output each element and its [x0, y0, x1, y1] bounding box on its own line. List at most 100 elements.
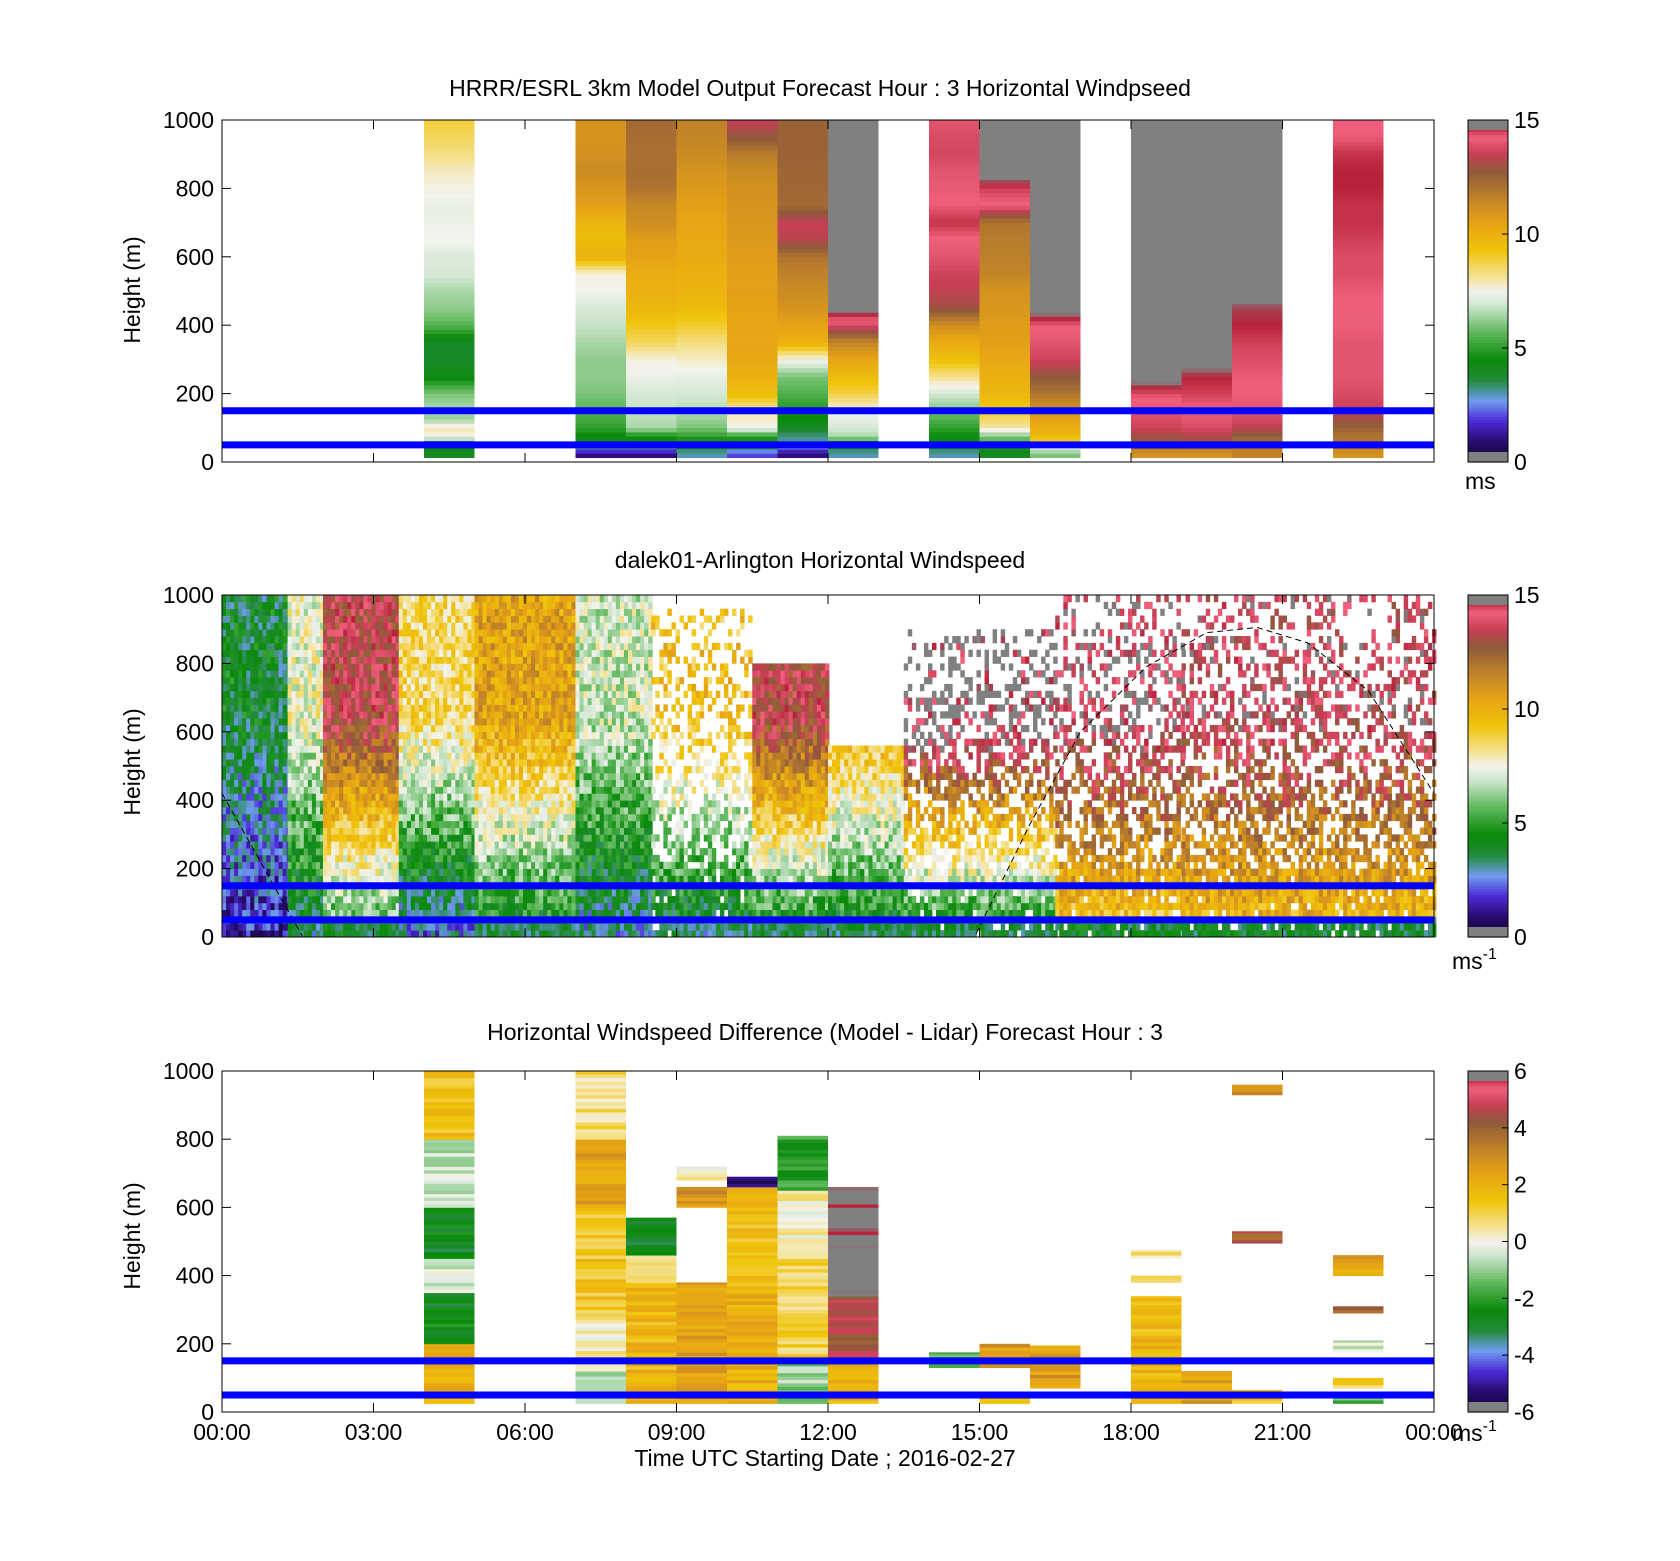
- lidar-cell: [282, 827, 288, 835]
- colorbar-swatch: [1468, 239, 1508, 244]
- model-cell: [1131, 136, 1182, 142]
- lidar-cell: [258, 807, 263, 815]
- lidar-cell: [359, 902, 364, 911]
- lidar-cell: [254, 909, 259, 917]
- model-cell: [1181, 188, 1232, 194]
- lidar-cell: [351, 854, 356, 863]
- model-cell: [626, 149, 677, 155]
- lidar-cell: [498, 779, 504, 787]
- lidar-cell: [303, 854, 309, 863]
- lidar-cell: [391, 827, 397, 835]
- lidar-cell: [323, 608, 328, 616]
- lidar-cell: [226, 622, 231, 630]
- lidar-cell: [514, 930, 520, 938]
- lidar-cell: [427, 677, 432, 685]
- lidar-cell: [387, 889, 393, 897]
- lidar-cell: [363, 848, 368, 856]
- lidar-cell: [383, 909, 389, 917]
- lidar-cell: [278, 718, 283, 726]
- lidar-cell: [506, 854, 512, 863]
- lidar-cell: [246, 889, 251, 897]
- lidar-cell: [246, 820, 251, 828]
- colorbar-swatch: [1468, 168, 1508, 172]
- lidar-cell: [422, 690, 428, 698]
- lidar-cell: [375, 656, 380, 664]
- lidar-cell: [478, 861, 483, 869]
- model-cell: [1333, 124, 1384, 129]
- model-cell: [1030, 350, 1081, 356]
- lidar-cell: [502, 766, 508, 774]
- lidar-cell: [343, 772, 348, 781]
- lidar-cell: [258, 902, 263, 911]
- model-cell: [1131, 419, 1182, 424]
- colorbar-swatch: [1468, 305, 1508, 309]
- lidar-cell: [418, 895, 424, 904]
- model-cell: [1131, 222, 1182, 228]
- lidar-cell: [375, 827, 380, 835]
- lidar-cell: [506, 909, 512, 917]
- colorbar-swatch: [1468, 333, 1508, 338]
- lidar-cell: [323, 875, 328, 883]
- model-cell: [1232, 389, 1283, 394]
- lidar-cell: [226, 745, 231, 753]
- lidar-cell: [311, 909, 317, 917]
- model-cell: [626, 350, 677, 356]
- lidar-cell: [418, 601, 424, 610]
- lidar-cell: [347, 813, 352, 822]
- lidar-cell: [414, 827, 420, 835]
- model-cell: [727, 423, 778, 429]
- lidar-cell: [363, 690, 368, 698]
- lidar-cell: [435, 875, 440, 883]
- model-cell: [676, 278, 727, 283]
- model-cell: [929, 162, 980, 168]
- lidar-cell: [443, 820, 448, 828]
- colorbar-swatch: [1468, 128, 1508, 132]
- lidar-cell: [347, 601, 352, 610]
- lidar-cell: [311, 745, 317, 753]
- model-cell: [575, 372, 626, 377]
- lidar-cell: [363, 793, 368, 801]
- model-cell: [626, 354, 677, 360]
- lidar-cell: [506, 724, 512, 733]
- lidar-cell: [351, 690, 356, 698]
- model-cell: [1131, 380, 1182, 386]
- lidar-cell: [383, 731, 389, 740]
- colorbar-swatch: [1468, 439, 1508, 443]
- lidar-cell: [383, 690, 389, 698]
- lidar-cell: [427, 724, 432, 733]
- lidar-cell: [367, 827, 372, 835]
- lidar-cell: [395, 656, 401, 664]
- lidar-cell: [439, 724, 444, 733]
- model-cell: [1232, 248, 1283, 253]
- lidar-cell: [359, 889, 364, 897]
- lidar-cell: [319, 731, 325, 740]
- model-cell: [1181, 307, 1232, 313]
- lidar-cell: [506, 848, 512, 856]
- lidar-cell: [447, 793, 452, 801]
- lidar-cell: [355, 793, 360, 801]
- lidar-cell: [307, 779, 313, 787]
- lidar-cell: [311, 759, 317, 767]
- model-cell: [828, 175, 879, 181]
- lidar-cell: [427, 820, 432, 828]
- lidar-cell: [391, 841, 397, 849]
- lidar-cell: [327, 868, 332, 876]
- model-cell: [424, 431, 475, 437]
- model-cell: [1030, 367, 1081, 373]
- lidar-cell: [455, 683, 460, 692]
- lidar-cell: [319, 677, 325, 685]
- lidar-cell: [431, 875, 436, 883]
- model-cell: [727, 295, 778, 300]
- lidar-cell: [391, 786, 397, 794]
- lidar-cell: [478, 766, 483, 774]
- lidar-cell: [262, 923, 267, 931]
- lidar-cell: [463, 711, 468, 719]
- lidar-cell: [379, 861, 384, 869]
- lidar-cell: [234, 834, 239, 842]
- model-cell: [575, 286, 626, 292]
- lidar-cell: [371, 827, 376, 835]
- lidar-cell: [486, 636, 492, 644]
- lidar-cell: [443, 895, 448, 904]
- lidar-cell: [323, 752, 328, 760]
- model-cell: [777, 196, 828, 202]
